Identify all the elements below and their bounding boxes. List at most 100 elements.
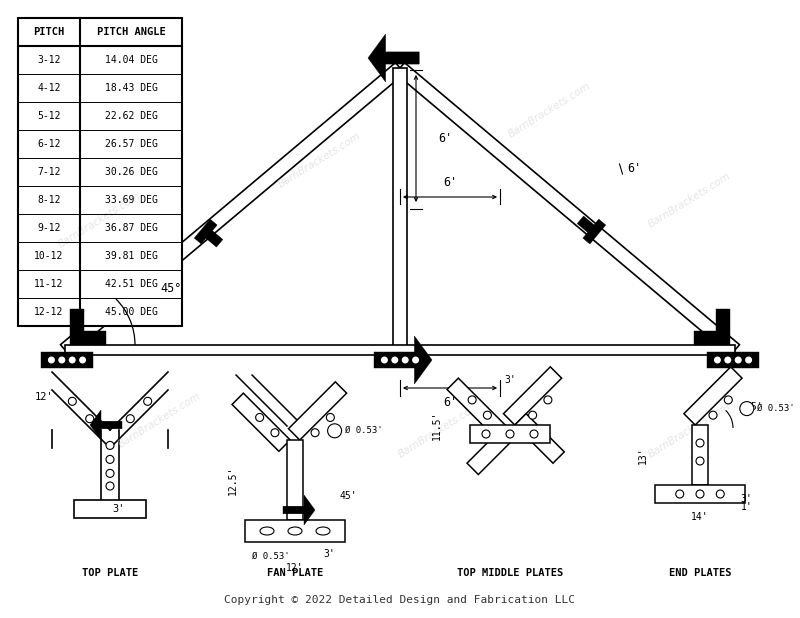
Text: 14.04 DEG: 14.04 DEG [105,55,158,65]
Circle shape [381,357,388,363]
Circle shape [391,357,398,363]
Text: Copyright © 2022 Detailed Design and Fabrication LLC: Copyright © 2022 Detailed Design and Fab… [225,595,575,605]
Text: Ø 0.53': Ø 0.53' [345,426,382,435]
Text: BarnBrackets.com: BarnBrackets.com [647,171,733,229]
Text: BarnBrackets.com: BarnBrackets.com [57,190,143,250]
Text: 39.81 DEG: 39.81 DEG [105,251,158,261]
Text: BarnBrackets.com: BarnBrackets.com [507,80,593,140]
Circle shape [412,357,419,363]
Circle shape [676,490,684,498]
Circle shape [483,411,491,419]
Circle shape [58,357,66,363]
Text: 3': 3' [741,494,752,504]
Text: Ø 0.53': Ø 0.53' [252,551,290,561]
Bar [470,425,550,443]
Circle shape [402,357,409,363]
Circle shape [696,457,704,465]
Circle shape [696,490,704,498]
Text: 6': 6' [438,132,452,145]
Text: 8-12: 8-12 [38,195,61,205]
Circle shape [311,429,319,437]
Polygon shape [515,413,564,463]
Text: TOP PLATE: TOP PLATE [82,568,138,578]
Text: PITCH ANGLE: PITCH ANGLE [97,27,166,37]
Text: 12.5': 12.5' [227,465,238,494]
Polygon shape [287,440,303,520]
Text: 3-12: 3-12 [38,55,61,65]
Circle shape [506,430,514,438]
Text: 45': 45' [339,491,357,501]
Bar [74,500,146,518]
Bar [18,18,182,326]
Text: 3': 3' [504,375,516,385]
Circle shape [696,439,704,447]
Text: 6-12: 6-12 [38,139,61,149]
Text: 45': 45' [746,402,764,412]
Text: 18.43 DEG: 18.43 DEG [105,83,158,93]
Ellipse shape [260,527,274,535]
Text: 14': 14' [691,512,709,522]
Polygon shape [694,309,730,345]
Bar [41,352,93,368]
Text: 3': 3' [112,504,125,514]
Text: 11.5': 11.5' [432,410,442,439]
Circle shape [106,455,114,464]
Bar [655,485,745,503]
Bar [707,352,759,368]
Bar [374,352,426,368]
Text: 42.51 DEG: 42.51 DEG [105,279,158,289]
Text: 11-12: 11-12 [34,279,64,289]
Ellipse shape [288,527,302,535]
Text: 45.00 DEG: 45.00 DEG [105,307,158,317]
Polygon shape [395,62,739,355]
Circle shape [48,357,55,363]
Circle shape [256,413,264,421]
Text: BarnBrackets.com: BarnBrackets.com [277,130,363,190]
Circle shape [530,430,538,438]
Text: 33.69 DEG: 33.69 DEG [105,195,158,205]
Polygon shape [65,345,735,355]
Text: 26.57 DEG: 26.57 DEG [105,139,158,149]
Polygon shape [289,382,346,440]
Polygon shape [447,378,506,436]
Text: Ø 0.53': Ø 0.53' [757,404,794,413]
Polygon shape [90,410,122,440]
Text: 4-12: 4-12 [38,83,61,93]
Text: 9-12: 9-12 [38,223,61,233]
Text: 30.26 DEG: 30.26 DEG [105,167,158,177]
Polygon shape [467,425,517,475]
Polygon shape [194,219,223,247]
Ellipse shape [316,527,330,535]
Circle shape [271,429,279,437]
Circle shape [529,411,537,419]
Text: 13': 13' [638,446,648,464]
Circle shape [326,413,334,421]
Text: 6': 6' [443,177,457,190]
Circle shape [709,411,717,419]
Text: 10-12: 10-12 [34,251,64,261]
Circle shape [714,357,721,363]
Circle shape [106,441,114,449]
Text: 12': 12' [35,392,54,402]
Text: BarnBrackets.com: BarnBrackets.com [647,400,733,459]
Polygon shape [393,68,407,350]
Circle shape [745,357,752,363]
Bar [245,520,345,542]
Text: 6': 6' [443,396,457,408]
Circle shape [86,415,94,423]
Circle shape [724,396,732,404]
Polygon shape [283,495,315,525]
Text: PITCH: PITCH [34,27,65,37]
Text: BarnBrackets.com: BarnBrackets.com [117,391,203,449]
Circle shape [724,357,731,363]
Text: 1': 1' [741,502,752,512]
Text: 5-12: 5-12 [38,111,61,121]
Polygon shape [368,34,419,82]
Circle shape [106,482,114,490]
Circle shape [106,470,114,477]
Text: 12-12: 12-12 [34,307,64,317]
Circle shape [734,357,742,363]
Circle shape [79,357,86,363]
Circle shape [328,424,342,438]
Circle shape [144,397,152,405]
